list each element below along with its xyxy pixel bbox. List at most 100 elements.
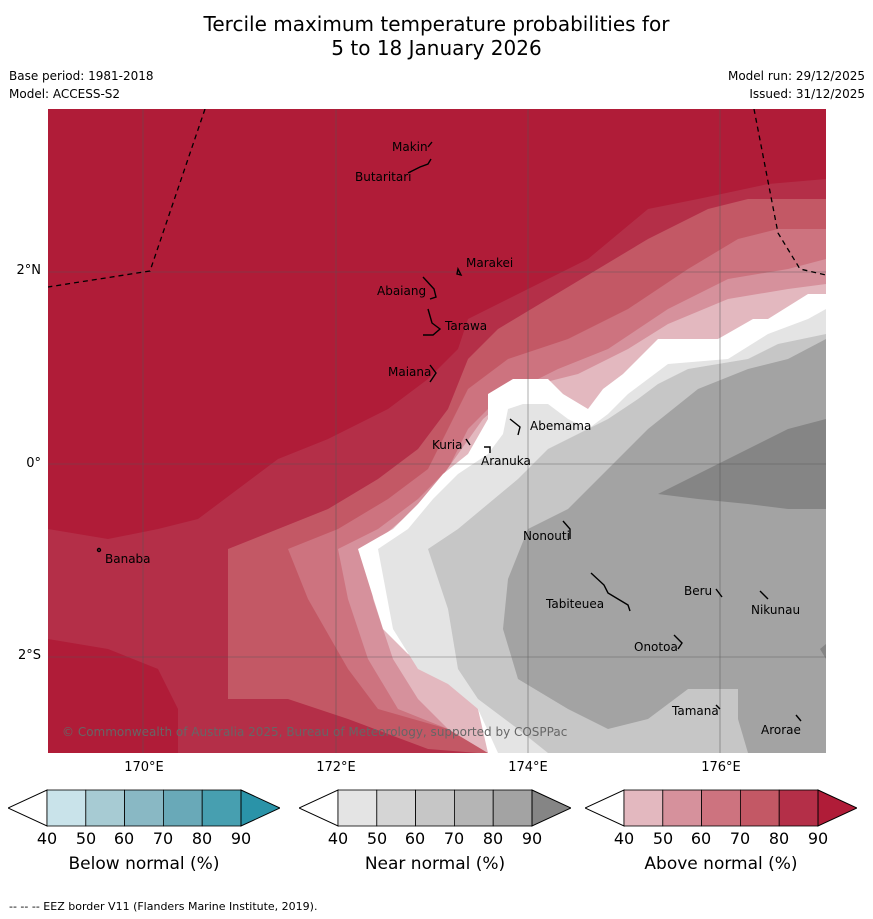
place-label: Tamana <box>671 704 719 718</box>
tick: 70 <box>729 829 751 848</box>
lat-label-2s: 2°S <box>17 648 41 663</box>
island-arorae <box>795 714 802 722</box>
place-label: Nonouti <box>523 529 570 543</box>
tick: 40 <box>327 829 349 848</box>
tick: 90 <box>230 829 252 848</box>
tick: 50 <box>366 829 388 848</box>
island-abemama <box>509 418 521 436</box>
place-label: Marakei <box>466 256 513 270</box>
tick: 60 <box>690 829 712 848</box>
copyright-notice: © Commonwealth of Australia 2025, Bureau… <box>62 725 567 739</box>
colorbar-swatch <box>337 789 378 827</box>
place-label: Arorae <box>761 723 801 737</box>
colorbar-swatch <box>453 789 494 827</box>
lat-label-0: 0° <box>26 456 41 471</box>
meta-left: Base period: 1981-2018 Model: ACCESS-S2 <box>9 67 154 103</box>
lat-label-2n: 2°N <box>16 263 42 278</box>
colorbar-swatch <box>492 789 533 827</box>
lon-label-172e: 172°E <box>316 760 356 775</box>
colorbar-swatch <box>162 789 203 827</box>
colorbar-swatch <box>124 789 164 827</box>
colorbar-below-swatches <box>46 789 242 827</box>
place-labels: Makin Butaritari Marakei Abaiang Tarawa … <box>105 140 801 737</box>
colorbar-swatch <box>415 789 455 827</box>
lon-label-170e: 170°E <box>124 760 164 775</box>
probability-map: Makin Butaritari Marakei Abaiang Tarawa … <box>48 109 826 753</box>
island-butaritari <box>407 158 432 174</box>
colorbar-above <box>585 789 857 827</box>
island-aranuka <box>484 446 491 453</box>
tick: 80 <box>191 829 213 848</box>
island-onotoa <box>673 634 683 650</box>
island-nonouti <box>562 520 571 539</box>
colorbar-swatch <box>85 789 126 827</box>
tick: 90 <box>521 829 543 848</box>
lon-label-176e: 176°E <box>701 760 741 775</box>
place-label: Aranuka <box>481 454 531 468</box>
tick: 40 <box>36 829 58 848</box>
island-banaba <box>96 547 102 553</box>
place-label: Banaba <box>105 552 151 566</box>
island-tarawa <box>423 308 442 336</box>
place-label: Kuria <box>432 438 463 452</box>
island-maiana <box>429 364 437 383</box>
colorbar-near <box>299 789 571 827</box>
colorbar-swatch <box>46 789 87 827</box>
island-beru <box>715 588 723 598</box>
eez-footnote: -- -- -- EEZ border V11 (Flanders Marine… <box>9 900 318 913</box>
place-label: Maiana <box>388 365 431 379</box>
island-kuria <box>465 438 471 446</box>
place-label: Tarawa <box>444 319 487 333</box>
island-nikunau <box>759 590 769 600</box>
tick: 60 <box>113 829 135 848</box>
colorbar-swatch <box>778 789 819 827</box>
tick: 60 <box>404 829 426 848</box>
band-near-70-small <box>820 644 826 659</box>
place-label: Makin <box>392 140 428 154</box>
tick: 50 <box>652 829 674 848</box>
colorbar-below-label: Below normal (%) <box>68 854 220 874</box>
eez-border <box>48 109 826 288</box>
tick: 80 <box>482 829 504 848</box>
place-label: Onotoa <box>634 640 678 654</box>
title-line-2: 5 to 18 January 2026 <box>331 36 542 60</box>
colorbar-above-label: Above normal (%) <box>644 854 798 874</box>
colorbar-near-label: Near normal (%) <box>364 854 506 874</box>
graticule <box>48 109 826 753</box>
tick: 90 <box>807 829 829 848</box>
place-label: Abaiang <box>377 284 426 298</box>
place-label: Beru <box>684 584 712 598</box>
colorbar-swatch <box>623 789 664 827</box>
colorbar-below <box>8 789 280 827</box>
place-label: Butaritari <box>355 170 412 184</box>
colorbar-above-swatches <box>623 789 819 827</box>
tick: 70 <box>152 829 174 848</box>
tick: 80 <box>768 829 790 848</box>
map-title: Tercile maximum temperature probabilitie… <box>0 12 873 60</box>
island-marakei <box>456 266 463 277</box>
colorbar-swatch <box>201 789 242 827</box>
colorbar-swatch <box>739 789 780 827</box>
colorbar-swatch <box>701 789 741 827</box>
tick: 50 <box>75 829 97 848</box>
island-makin <box>427 141 433 148</box>
island-tamana <box>715 704 721 710</box>
tick: 40 <box>613 829 635 848</box>
colorbar-swatch <box>662 789 703 827</box>
model-run: Model run: 29/12/2025 <box>727 69 865 83</box>
band-near-60 <box>503 339 826 753</box>
lon-label-174e: 174°E <box>508 760 548 775</box>
islands <box>96 141 802 722</box>
issued-date: Issued: 31/12/2025 <box>749 87 865 101</box>
colorbar-swatch <box>376 789 417 827</box>
island-abaiang <box>422 276 437 300</box>
place-label: Nikunau <box>751 603 800 617</box>
tick: 70 <box>443 829 465 848</box>
place-label: Tabiteuea <box>545 597 604 611</box>
model-name: Model: ACCESS-S2 <box>9 87 121 101</box>
island-tabiteuea <box>590 572 631 612</box>
colorbar-near-swatches <box>337 789 533 827</box>
place-label: Abemama <box>530 419 591 433</box>
title-line-1: Tercile maximum temperature probabilitie… <box>203 12 670 36</box>
meta-right: Model run: 29/12/2025 Issued: 31/12/2025 <box>728 67 865 103</box>
